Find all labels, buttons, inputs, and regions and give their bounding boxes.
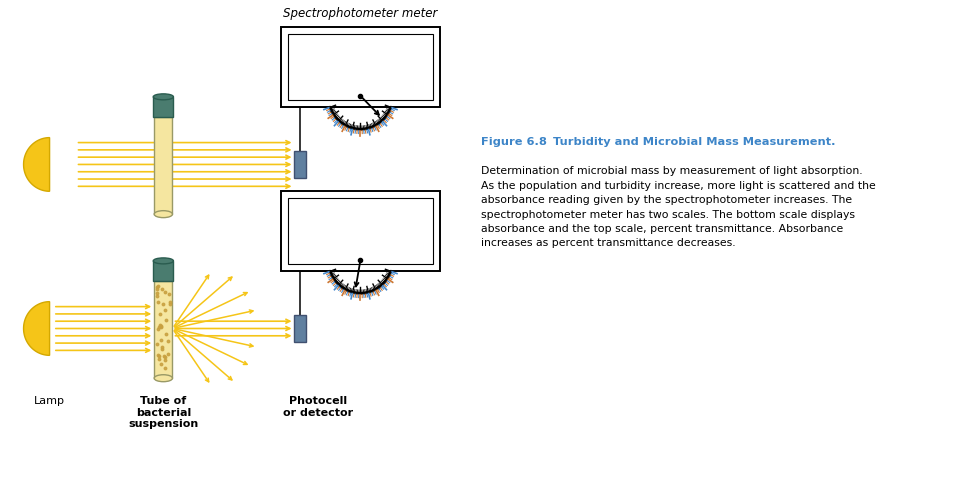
- Polygon shape: [23, 302, 49, 355]
- Bar: [155, 281, 173, 378]
- Ellipse shape: [155, 375, 173, 382]
- Text: Determination of microbial mass by measurement of light absorption.
As the popul: Determination of microbial mass by measu…: [481, 166, 876, 248]
- Bar: [154, 97, 174, 117]
- Text: Lamp: Lamp: [34, 396, 65, 406]
- Bar: [288, 34, 433, 100]
- Text: Turbidity and Microbial Mass Measurement.: Turbidity and Microbial Mass Measurement…: [541, 136, 836, 147]
- Bar: [281, 27, 440, 107]
- Polygon shape: [23, 137, 49, 191]
- Text: Tube of
bacterial
suspension: Tube of bacterial suspension: [128, 396, 198, 429]
- Bar: [288, 198, 433, 264]
- Bar: [281, 191, 440, 271]
- Text: Figure 6.8: Figure 6.8: [481, 136, 548, 147]
- Ellipse shape: [154, 94, 174, 100]
- Bar: [295, 315, 306, 342]
- Ellipse shape: [154, 258, 174, 264]
- Bar: [155, 117, 173, 214]
- Text: Photocell
or detector: Photocell or detector: [282, 396, 353, 418]
- Ellipse shape: [155, 211, 173, 218]
- Bar: [295, 151, 306, 179]
- Text: Spectrophotometer meter: Spectrophotometer meter: [283, 7, 438, 20]
- Bar: [154, 261, 174, 281]
